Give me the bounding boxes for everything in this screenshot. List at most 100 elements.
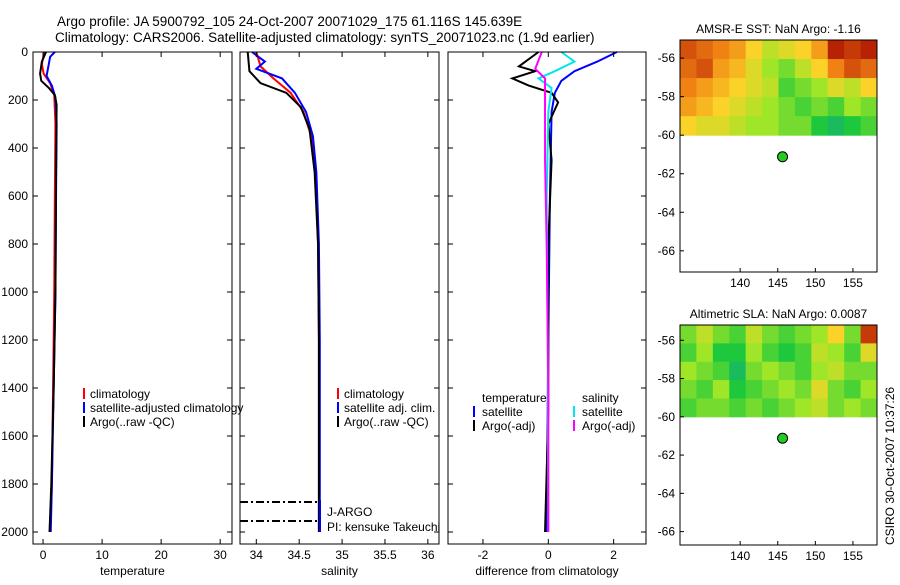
series-line-argo-raw-qc- [39,51,58,533]
heatmap-cell [729,78,747,98]
heatmap-cell [827,116,845,136]
heatmap-cell [745,40,763,60]
heatmap-cell [794,78,812,98]
argo-location-marker [777,432,789,444]
heatmap-cell [696,116,714,136]
map-title: Altimetric SLA: NaN Argo: 0.0087 [690,307,868,321]
heatmap-cell [811,361,829,381]
heatmap-cell [745,97,763,117]
heatmap-cell [712,398,730,418]
heatmap-cell [762,78,779,98]
heatmap-cell [680,97,697,117]
legend-swatch [337,416,339,427]
legend-swatch [337,402,339,413]
heatmap-cell [827,325,845,344]
title-line-1: Argo profile: JA 5900792_105 24-Oct-2007… [57,14,522,29]
title-line-2: Climatology: CARS2006. Satellite-adjuste… [55,30,595,45]
legend-label: satellite [482,405,523,419]
x-tick-label: 140 [730,276,750,290]
heatmap-cell [844,325,862,344]
heatmap-cell [696,398,714,418]
series-line-argo-raw-qc- [246,51,320,532]
heatmap-cell [811,40,829,60]
heatmap-cell [712,59,730,79]
heatmap-cell [778,78,796,98]
heatmap-cell [860,343,878,363]
float-program: J-ARGO [327,505,372,519]
heatmap-cell [860,97,878,117]
heatmap-cell [794,97,812,117]
heatmap-cell [827,78,845,98]
heatmap-cell [762,116,779,136]
heatmap-cell [712,361,730,381]
heatmap-cell [811,116,829,136]
y-tick-label: 200 [8,93,28,107]
map-title: AMSR-E SST: NaN Argo: -1.16 [696,22,861,36]
x-tick-label: 2 [610,548,617,562]
legend-label: climatology [344,387,404,401]
x-tick-label: 20 [154,548,168,562]
x-tick-label: 140 [730,549,750,563]
heatmap-cell [794,361,812,381]
series-line-satellite-adj-clim- [251,51,321,532]
heatmap-cell [745,361,763,381]
heatmap-cell [762,380,779,399]
y-tick-label: -64 [658,486,676,500]
x-tick-label: 150 [805,276,825,290]
heatmap-cell [811,380,829,399]
heatmap-cell [696,380,714,399]
heatmap-cell [745,59,763,79]
legend-header: temperature [482,391,547,405]
heatmap-cell [762,398,779,418]
plot-frame [32,51,233,545]
heatmap-cell [827,97,845,117]
heatmap-cell [729,40,747,60]
heatmap-cell [729,325,747,344]
y-tick-label: -66 [658,244,676,258]
heatmap-cell [844,97,862,117]
temperature-panel: 0 10 20 30 temperature 0 200 400 600 800 1000 1200 1… [1,45,243,578]
heatmap-cell [860,59,878,79]
legend-label: satellite [582,405,623,419]
heatmap-cell [811,398,829,418]
heatmap-cell [680,78,697,98]
heatmap-cell [844,59,862,79]
heatmap-cell [778,343,796,363]
map-frame [679,324,878,546]
y-tick-label: 0 [21,45,28,59]
heatmap-cell [680,398,697,418]
heatmap-cell [778,116,796,136]
legend-label: satellite adj. clim. [344,401,435,415]
heatmap-cell [680,361,697,381]
x-tick-label: 145 [768,549,788,563]
y-tick-label: -66 [658,525,676,539]
x-tick-label: 35.5 [373,548,397,562]
x-tick-label: 155 [843,549,863,563]
heatmap-cell [794,325,812,344]
series-line-temperature-satellite [545,51,618,533]
heatmap-cell [696,78,714,98]
difference-panel: -2 0 2 difference from climatology temperatu… [447,51,647,578]
x-axis-label: difference from climatology [475,564,618,578]
y-tick-label: -58 [658,372,676,386]
heatmap-cell [712,97,730,117]
heatmap-cell [860,78,878,98]
y-tick-label: 400 [8,141,28,155]
heatmap-cell [794,398,812,418]
heatmap-cell [811,78,829,98]
legend-label: Argo(-adj) [582,419,635,433]
heatmap-cell [680,116,697,136]
heatmap-cell [778,40,796,60]
heatmap-cell [729,116,747,136]
heatmap-cell [778,97,796,117]
y-tick-label: 1200 [1,333,28,347]
heatmap-cell [762,59,779,79]
sla-map-panel: Altimetric SLA: NaN Argo: 0.0087 140 145 15… [658,307,878,563]
heatmap-cell [811,97,829,117]
legend-swatch [83,402,85,413]
x-tick-label: 30 [214,548,228,562]
x-tick-label: 0 [545,548,552,562]
argo-location-marker [777,151,789,163]
heatmap-cell [762,343,779,363]
heatmap-cell [827,343,845,363]
